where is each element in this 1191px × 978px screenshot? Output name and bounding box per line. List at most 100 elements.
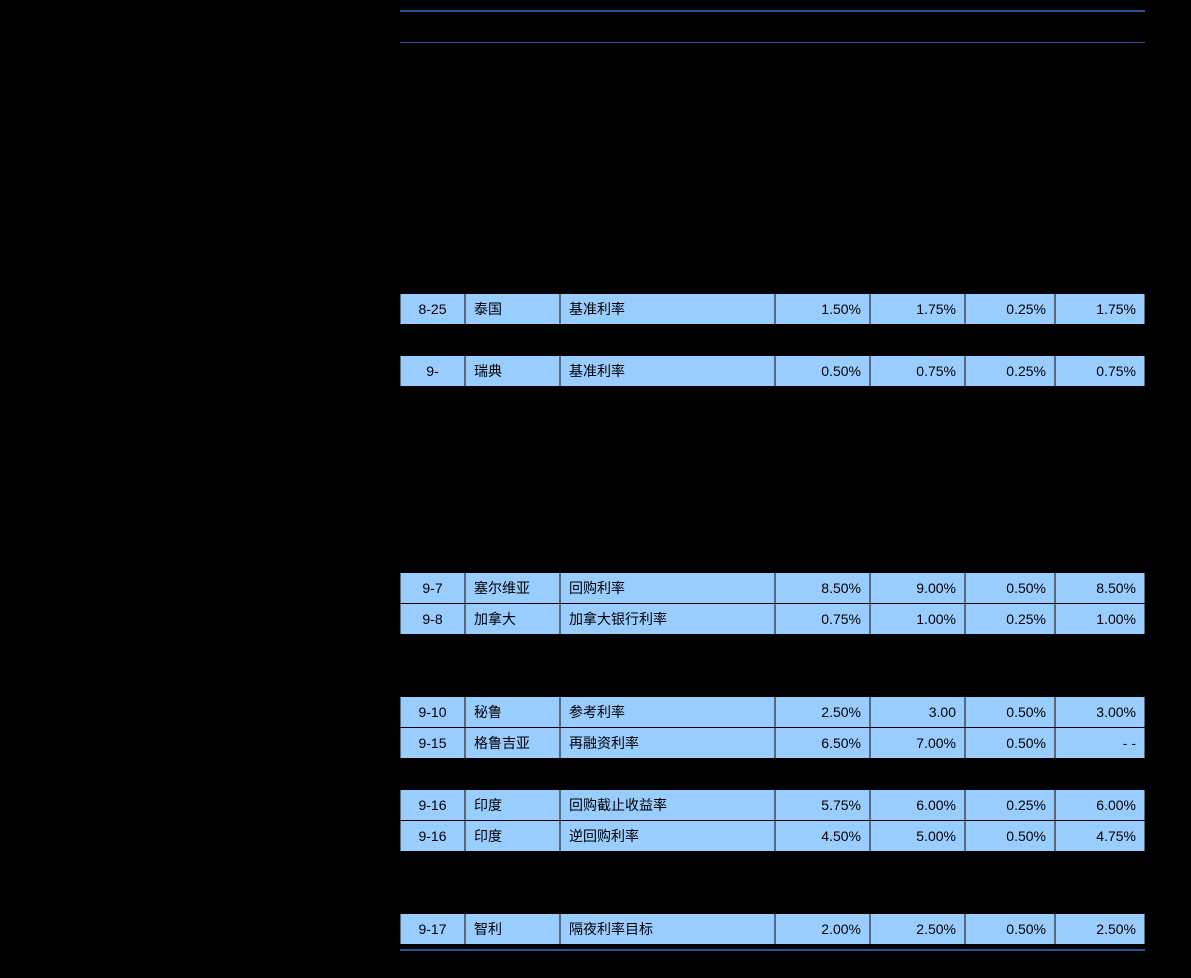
cell-item xyxy=(560,139,775,169)
cell-prev xyxy=(775,418,870,448)
cell-date: 9-7 xyxy=(400,573,465,603)
cell-item xyxy=(560,852,775,882)
cell-date xyxy=(400,201,465,231)
cell-prev xyxy=(775,883,870,913)
cell-chg xyxy=(965,759,1055,789)
table-row: 9-瑞典基准利率0.50%0.75%0.25%0.75% xyxy=(400,356,1145,386)
cell-country: 秘鲁 xyxy=(465,697,560,727)
cell-prev xyxy=(775,232,870,262)
cell-prev: 1.50% xyxy=(775,294,870,324)
cell-date xyxy=(400,325,465,355)
cell-item xyxy=(560,232,775,262)
cell-country xyxy=(465,201,560,231)
cell-exp xyxy=(1055,108,1145,138)
cell-country xyxy=(465,325,560,355)
cell-exp: 4.75% xyxy=(1055,821,1145,851)
cell-date xyxy=(400,883,465,913)
cell-prev xyxy=(775,108,870,138)
cell-curr xyxy=(870,759,965,789)
cell-country xyxy=(465,232,560,262)
cell-exp: 1.00% xyxy=(1055,604,1145,634)
cell-curr: 2.50% xyxy=(870,914,965,944)
table-row xyxy=(400,232,1145,262)
cell-item xyxy=(560,263,775,293)
cell-prev: 0.50% xyxy=(775,356,870,386)
cell-curr: 1.75% xyxy=(870,294,965,324)
cell-item xyxy=(560,480,775,510)
cell-curr xyxy=(870,480,965,510)
cell-country xyxy=(465,77,560,107)
cell-country xyxy=(465,635,560,665)
cell-prev xyxy=(775,77,870,107)
cell-prev xyxy=(775,759,870,789)
cell-item xyxy=(560,108,775,138)
cell-date xyxy=(400,46,465,76)
cell-chg xyxy=(965,201,1055,231)
cell-country: 泰国 xyxy=(465,294,560,324)
cell-date xyxy=(400,511,465,541)
cell-item xyxy=(560,387,775,417)
cell-date: 9-16 xyxy=(400,790,465,820)
cell-curr: 6.00% xyxy=(870,790,965,820)
cell-exp xyxy=(1055,418,1145,448)
cell-date xyxy=(400,170,465,200)
cell-exp xyxy=(1055,139,1145,169)
cell-country: 格鲁吉亚 xyxy=(465,728,560,758)
table-row xyxy=(400,666,1145,696)
cell-curr xyxy=(870,883,965,913)
cell-date: 9-17 xyxy=(400,914,465,944)
cell-chg xyxy=(965,170,1055,200)
cell-country: 瑞典 xyxy=(465,356,560,386)
cell-date xyxy=(400,852,465,882)
cell-country xyxy=(465,511,560,541)
cell-exp: 1.75% xyxy=(1055,294,1145,324)
cell-exp xyxy=(1055,883,1145,913)
table-row xyxy=(400,46,1145,76)
cell-prev: 6.50% xyxy=(775,728,870,758)
cell-curr: 7.00% xyxy=(870,728,965,758)
table-row xyxy=(400,387,1145,417)
cell-exp xyxy=(1055,666,1145,696)
cell-prev xyxy=(775,139,870,169)
cell-chg: 0.50% xyxy=(965,821,1055,851)
cell-date xyxy=(400,635,465,665)
cell-prev xyxy=(775,666,870,696)
cell-curr: 0.75% xyxy=(870,356,965,386)
cell-date xyxy=(400,387,465,417)
cell-exp xyxy=(1055,635,1145,665)
cell-exp xyxy=(1055,325,1145,355)
cell-country: 印度 xyxy=(465,790,560,820)
cell-curr xyxy=(870,542,965,572)
cell-chg xyxy=(965,232,1055,262)
cell-exp xyxy=(1055,232,1145,262)
cell-chg xyxy=(965,418,1055,448)
cell-chg xyxy=(965,635,1055,665)
cell-curr xyxy=(870,666,965,696)
cell-prev xyxy=(775,387,870,417)
cell-prev xyxy=(775,263,870,293)
cell-chg xyxy=(965,46,1055,76)
table-row xyxy=(400,883,1145,913)
cell-chg xyxy=(965,542,1055,572)
rates-table: 8-25泰国基准利率1.50%1.75%0.25%1.75%9-瑞典基准利率0.… xyxy=(400,10,1145,945)
cell-prev xyxy=(775,542,870,572)
cell-exp xyxy=(1055,201,1145,231)
cell-chg: 0.50% xyxy=(965,914,1055,944)
header-sep xyxy=(400,42,1145,43)
cell-exp: 6.00% xyxy=(1055,790,1145,820)
cell-country xyxy=(465,139,560,169)
cell-date xyxy=(400,263,465,293)
cell-country: 加拿大 xyxy=(465,604,560,634)
cell-prev: 4.50% xyxy=(775,821,870,851)
cell-exp: - - xyxy=(1055,728,1145,758)
table-row xyxy=(400,201,1145,231)
data-table: 8-25泰国基准利率1.50%1.75%0.25%1.75%9-瑞典基准利率0.… xyxy=(400,45,1145,945)
cell-prev xyxy=(775,480,870,510)
cell-chg: 0.25% xyxy=(965,790,1055,820)
cell-exp: 8.50% xyxy=(1055,573,1145,603)
table-row xyxy=(400,852,1145,882)
table-row: 9-17智利隔夜利率目标2.00%2.50%0.50%2.50% xyxy=(400,914,1145,944)
cell-date: 9-15 xyxy=(400,728,465,758)
table-row xyxy=(400,418,1145,448)
table-row: 9-10秘鲁参考利率2.50%3.000.50%3.00% xyxy=(400,697,1145,727)
